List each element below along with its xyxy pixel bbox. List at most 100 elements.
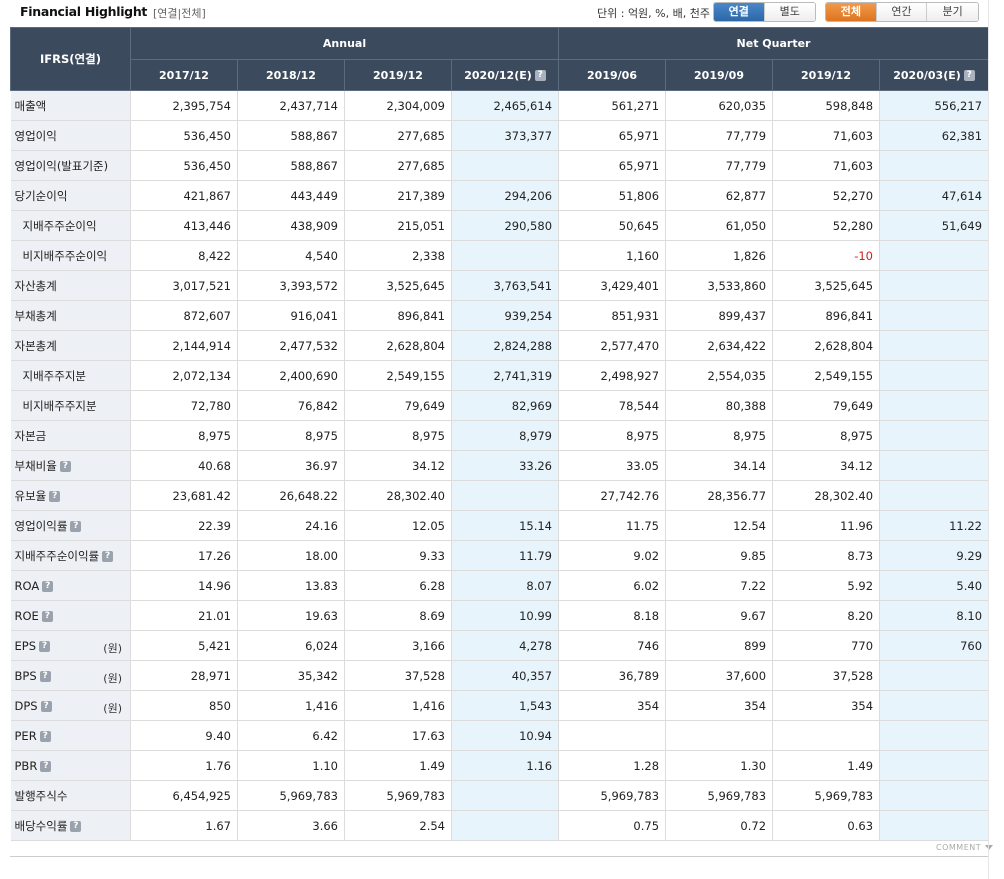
row-label-cell: 매출액 — [10, 90, 131, 121]
value-cell: 11.96 — [772, 510, 881, 541]
comment-toggle[interactable]: COMMENT — [936, 843, 994, 852]
value-cell: 770 — [772, 630, 881, 661]
question-icon[interactable]: ? — [41, 610, 53, 622]
table-row: 영업이익률? 22.39 24.16 12.05 15.14 11.75 12.54 11.9… — [10, 510, 990, 541]
value-cell: 2,628,804 — [772, 330, 881, 361]
value-cell: 2,437,714 — [237, 90, 345, 121]
question-icon[interactable]: ? — [102, 550, 114, 562]
unit-label: 단위 : 억원, %, 배, 천주 — [597, 7, 710, 20]
right-border — [988, 0, 989, 879]
value-cell: 2,338 — [344, 240, 452, 271]
question-icon[interactable]: ? — [39, 730, 51, 742]
value-cell: 872,607 — [130, 300, 238, 331]
value-cell: 79,649 — [772, 390, 881, 421]
question-icon[interactable]: ? — [40, 700, 52, 712]
value-cell: 28,971 — [130, 660, 238, 691]
row-label-cell: 지배주주지분 — [10, 360, 131, 391]
value-cell: 40.68 — [130, 450, 238, 481]
value-cell: 3.66 — [237, 810, 345, 841]
value-cell: 11.75 — [558, 510, 667, 541]
row-label: 영업이익(발표기준) — [14, 158, 109, 173]
value-cell: 9.40 — [130, 720, 238, 751]
value-cell — [879, 240, 990, 271]
table-row: DPS? (원) 850 1,416 1,416 1,543 354 354 354 — [10, 690, 990, 721]
question-icon[interactable]: ? — [49, 490, 61, 502]
row-label-cell: 지배주주순이익 — [10, 210, 131, 241]
value-cell: 62,877 — [665, 180, 774, 211]
question-icon[interactable]: ? — [39, 670, 51, 682]
corner-header: IFRS(연결) — [10, 27, 131, 91]
value-cell: 72,780 — [130, 390, 238, 421]
value-cell: 1,160 — [558, 240, 667, 271]
financial-highlight-table: IFRS(연결) Annual Net Quarter 2017/12 2018/… — [10, 27, 990, 841]
value-cell: 3,429,401 — [558, 270, 667, 301]
row-label: 자산총계 — [14, 278, 57, 293]
value-cell: 8,975 — [558, 420, 667, 451]
question-icon[interactable]: ? — [963, 70, 975, 81]
value-cell: 3,533,860 — [665, 270, 774, 301]
value-cell — [665, 720, 774, 751]
value-cell: 9.29 — [879, 540, 990, 571]
value-cell: 413,446 — [130, 210, 238, 241]
value-cell: 7.22 — [665, 570, 774, 601]
value-cell: 2,498,927 — [558, 360, 667, 391]
column-header-label: 2018/12 — [266, 68, 316, 82]
top-bar: Financial Highlight [연결|전체] 단위 : 억원, %, … — [10, 0, 988, 27]
consolidation-button-1[interactable]: 별도 — [764, 3, 815, 21]
value-cell: 277,685 — [344, 150, 452, 181]
value-cell: 746 — [558, 630, 667, 661]
table-row: 영업이익(발표기준) 536,450 588,867 277,685 65,971 77,… — [10, 150, 990, 181]
row-label-cell: 부채총계 — [10, 300, 131, 331]
table-row: 매출액 2,395,754 2,437,714 2,304,009 2,465,614 5… — [10, 90, 990, 121]
value-cell: 1.30 — [665, 750, 774, 781]
value-cell: 11.22 — [879, 510, 990, 541]
table-row: PBR? 1.76 1.10 1.49 1.16 1.28 1.30 1.49 — [10, 750, 990, 781]
question-icon[interactable]: ? — [59, 460, 71, 472]
value-cell — [879, 300, 990, 331]
column-header-label: 2019/06 — [587, 68, 637, 82]
column-header: 2019/06 — [558, 59, 667, 91]
value-cell: 2,072,134 — [130, 360, 238, 391]
value-cell: 2,144,914 — [130, 330, 238, 361]
question-icon[interactable]: ? — [70, 520, 82, 532]
period-button-2[interactable]: 분기 — [927, 3, 978, 21]
value-cell: 23,681.42 — [130, 480, 238, 511]
row-label-cell: 발행주식수 — [10, 780, 131, 811]
value-cell: 5,969,783 — [665, 780, 774, 811]
value-cell: 5,969,783 — [558, 780, 667, 811]
table-row: PER? 9.40 6.42 17.63 10.94 — [10, 720, 990, 751]
value-cell: 896,841 — [772, 300, 881, 331]
question-icon[interactable]: ? — [39, 640, 51, 652]
value-cell: 6,454,925 — [130, 780, 238, 811]
question-icon[interactable]: ? — [534, 70, 546, 81]
row-label-cell: 유보율? — [10, 480, 131, 511]
value-cell: 2,400,690 — [237, 360, 345, 391]
value-cell: 1.10 — [237, 750, 345, 781]
value-cell: 8.73 — [772, 540, 881, 571]
question-icon[interactable]: ? — [42, 580, 54, 592]
period-button-1[interactable]: 연간 — [876, 3, 928, 21]
question-icon[interactable]: ? — [40, 760, 52, 772]
value-cell: 2,824,288 — [451, 330, 560, 361]
value-cell — [879, 150, 990, 181]
row-label: 자본총계 — [14, 338, 57, 353]
value-cell: 9.85 — [665, 540, 774, 571]
value-cell: 5.40 — [879, 570, 990, 601]
table-row: 자본총계 2,144,914 2,477,532 2,628,804 2,824,288… — [10, 330, 990, 361]
period-button-0[interactable]: 전체 — [826, 3, 877, 21]
question-icon[interactable]: ? — [70, 820, 82, 832]
value-cell — [879, 390, 990, 421]
row-label: PBR — [14, 758, 38, 773]
value-cell: 899,437 — [665, 300, 774, 331]
consolidation-toggle: 연결 별도 — [713, 2, 816, 22]
value-cell: 2,554,035 — [665, 360, 774, 391]
value-cell: 12.05 — [344, 510, 452, 541]
consolidation-button-0[interactable]: 연결 — [714, 3, 765, 21]
value-cell: 8,422 — [130, 240, 238, 271]
value-cell: 80,388 — [665, 390, 774, 421]
value-cell — [879, 450, 990, 481]
value-cell — [879, 420, 990, 451]
value-cell: 76,842 — [237, 390, 345, 421]
value-cell: 40,357 — [451, 660, 560, 691]
column-header-label: 2019/09 — [694, 68, 744, 82]
